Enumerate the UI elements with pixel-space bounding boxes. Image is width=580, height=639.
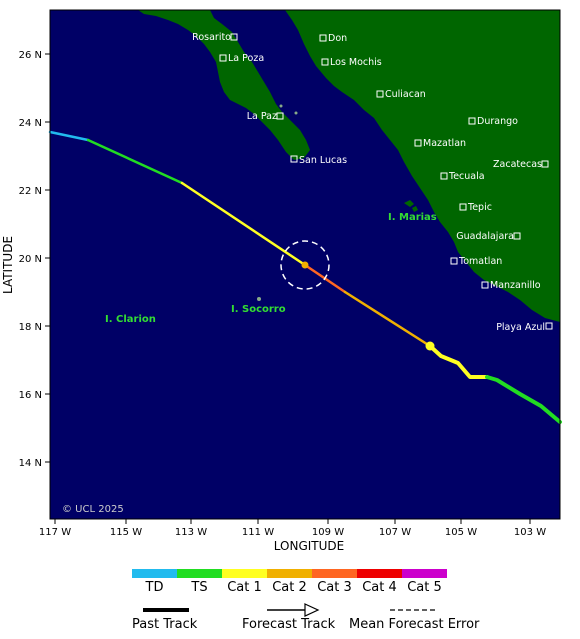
past-position-marker bbox=[425, 341, 435, 351]
city-marker bbox=[321, 58, 329, 66]
city-label: Culiacan bbox=[385, 89, 426, 100]
city-label: Tomatlan bbox=[458, 256, 502, 267]
city-label: San Lucas bbox=[299, 155, 347, 166]
city-label: La Paz bbox=[247, 111, 277, 122]
city-label: Durango bbox=[477, 116, 518, 127]
forecast-arrow-icon bbox=[304, 603, 320, 617]
legend-category-label: Cat 4 bbox=[362, 580, 397, 595]
x-tick-label: 109 W bbox=[312, 527, 344, 538]
gulf-island bbox=[294, 111, 298, 115]
current-position-marker bbox=[301, 261, 309, 269]
city-marker bbox=[459, 203, 467, 211]
copyright-label: © UCL 2025 bbox=[62, 504, 124, 515]
track-segment bbox=[428, 344, 489, 379]
legend-color-swatch bbox=[177, 569, 222, 578]
x-axis-title: LONGITUDE bbox=[274, 539, 344, 553]
city-marker bbox=[376, 90, 384, 98]
city-marker bbox=[468, 117, 476, 125]
past-track-label: Past Track bbox=[132, 617, 198, 632]
city-marker bbox=[545, 322, 553, 330]
legend-category-label: TD bbox=[145, 580, 164, 595]
city-label: Manzanillo bbox=[490, 280, 541, 291]
legend-color-swatch bbox=[132, 569, 177, 578]
legend: TD TS Cat 1 Cat 2 Cat 3 Cat 4 Cat 5 bbox=[132, 569, 447, 595]
city-label: Rosarito bbox=[192, 32, 231, 43]
legend-color-swatch bbox=[357, 569, 402, 578]
y-axis-title: LATITUDE bbox=[1, 236, 15, 294]
city-markers: Rosarito La Poza La Paz San Lucas Don Los Moc… bbox=[192, 32, 553, 333]
track-segment bbox=[86, 138, 184, 185]
y-tick-label: 26 N bbox=[19, 50, 42, 61]
track-segment bbox=[48, 130, 90, 142]
x-tick-label: 103 W bbox=[514, 527, 546, 538]
island-label-socorro: I. Socorro bbox=[231, 304, 286, 315]
legend-color-swatch bbox=[222, 569, 267, 578]
city-marker bbox=[276, 112, 284, 120]
city-label: Don bbox=[328, 33, 347, 44]
legend-color-swatch bbox=[312, 569, 357, 578]
x-tick-label: 117 W bbox=[39, 527, 71, 538]
x-tick-label: 105 W bbox=[445, 527, 477, 538]
city-marker bbox=[290, 155, 298, 163]
islas-marias-land bbox=[404, 200, 418, 212]
x-tick-label: 107 W bbox=[379, 527, 411, 538]
legend-category-label: Cat 2 bbox=[272, 580, 307, 595]
storm-track bbox=[48, 130, 562, 424]
legend-category-label: Cat 5 bbox=[407, 580, 442, 595]
city-label: Mazatlan bbox=[423, 138, 466, 149]
legend-category-label: Cat 1 bbox=[227, 580, 262, 595]
track-segment bbox=[485, 375, 562, 424]
y-tick-label: 20 N bbox=[19, 254, 42, 265]
gulf-island bbox=[279, 104, 283, 108]
x-tick-label: 111 W bbox=[242, 527, 274, 538]
track-segment bbox=[180, 181, 307, 267]
city-label: Zacatecas bbox=[493, 159, 542, 170]
mean-error-label: Mean Forecast Error bbox=[349, 617, 480, 632]
city-marker bbox=[440, 172, 448, 180]
city-label: Tecuala bbox=[448, 171, 485, 182]
city-label: La Poza bbox=[228, 53, 264, 64]
legend-color-swatch bbox=[267, 569, 312, 578]
x-tick-label: 115 W bbox=[110, 527, 142, 538]
city-marker bbox=[230, 33, 238, 41]
city-marker bbox=[450, 257, 458, 265]
map-frame bbox=[49, 9, 561, 520]
y-tick-label: 22 N bbox=[19, 186, 42, 197]
city-label: Guadalajara bbox=[456, 231, 514, 242]
x-tick-label: 113 W bbox=[175, 527, 207, 538]
baja-california bbox=[138, 10, 310, 160]
land-masses bbox=[138, 10, 560, 322]
city-marker bbox=[481, 281, 489, 289]
y-tick-label: 24 N bbox=[19, 118, 42, 129]
socorro-land bbox=[257, 297, 261, 301]
track-segment bbox=[343, 290, 432, 348]
city-marker bbox=[541, 160, 549, 168]
axis-ticks: 117 W 115 W 113 W 111 W 109 W 107 W 105 W 103 W… bbox=[19, 50, 547, 538]
city-marker bbox=[513, 232, 521, 240]
y-tick-label: 14 N bbox=[19, 458, 42, 469]
mainland-mexico bbox=[285, 10, 560, 322]
y-tick-label: 18 N bbox=[19, 322, 42, 333]
city-label: Playa Azul bbox=[496, 322, 545, 333]
mean-forecast-error-circle bbox=[280, 240, 330, 290]
city-marker bbox=[319, 34, 327, 42]
city-label: Tepic bbox=[467, 202, 492, 213]
city-label: Los Mochis bbox=[330, 57, 382, 68]
y-tick-label: 16 N bbox=[19, 390, 42, 401]
city-marker bbox=[219, 54, 227, 62]
island-label-clarion: I. Clarion bbox=[105, 314, 156, 325]
legend-category-label: Cat 3 bbox=[317, 580, 352, 595]
legend-color-swatch bbox=[402, 569, 447, 578]
city-marker bbox=[414, 139, 422, 147]
legend-category-label: TS bbox=[190, 580, 207, 595]
forecast-track-label: Forecast Track bbox=[242, 617, 336, 632]
island-label-marias: I. Marias bbox=[388, 212, 437, 223]
